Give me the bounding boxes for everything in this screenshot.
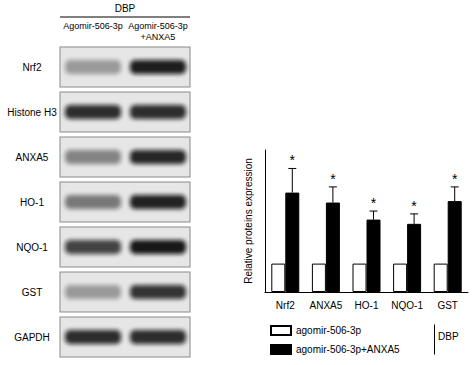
svg-text:*: *: [330, 171, 336, 187]
svg-text:Agomir-506-3p: Agomir-506-3p: [128, 21, 188, 31]
svg-text:HO-1: HO-1: [355, 300, 379, 311]
svg-text:*: *: [452, 171, 458, 187]
svg-text:Nrf2: Nrf2: [276, 300, 295, 311]
svg-text:GST: GST: [437, 300, 458, 311]
svg-text:+ANXA5: +ANXA5: [141, 32, 176, 42]
svg-text:Nrf2: Nrf2: [23, 62, 42, 73]
svg-text:ANXA5: ANXA5: [16, 152, 49, 163]
svg-text:NQO-1: NQO-1: [16, 242, 48, 253]
svg-text:Relative proteins expression: Relative proteins expression: [243, 158, 254, 284]
svg-text:HO-1: HO-1: [20, 197, 44, 208]
svg-text:GST: GST: [22, 287, 43, 298]
svg-text:Agomir-506-3p: Agomir-506-3p: [63, 21, 123, 31]
svg-text:*: *: [411, 198, 417, 214]
svg-text:ANXA5: ANXA5: [310, 300, 343, 311]
svg-text:agomir-506-3p: agomir-506-3p: [296, 325, 361, 336]
svg-text:DBP: DBP: [115, 3, 136, 14]
svg-text:agomir-506-3p+ANXA5: agomir-506-3p+ANXA5: [296, 344, 400, 355]
svg-text:DBP: DBP: [438, 331, 459, 342]
svg-text:GAPDH: GAPDH: [14, 332, 50, 343]
svg-text:NQO-1: NQO-1: [391, 300, 423, 311]
svg-text:*: *: [371, 195, 377, 211]
svg-text:Histone H3: Histone H3: [7, 107, 57, 118]
svg-text:*: *: [290, 152, 296, 168]
